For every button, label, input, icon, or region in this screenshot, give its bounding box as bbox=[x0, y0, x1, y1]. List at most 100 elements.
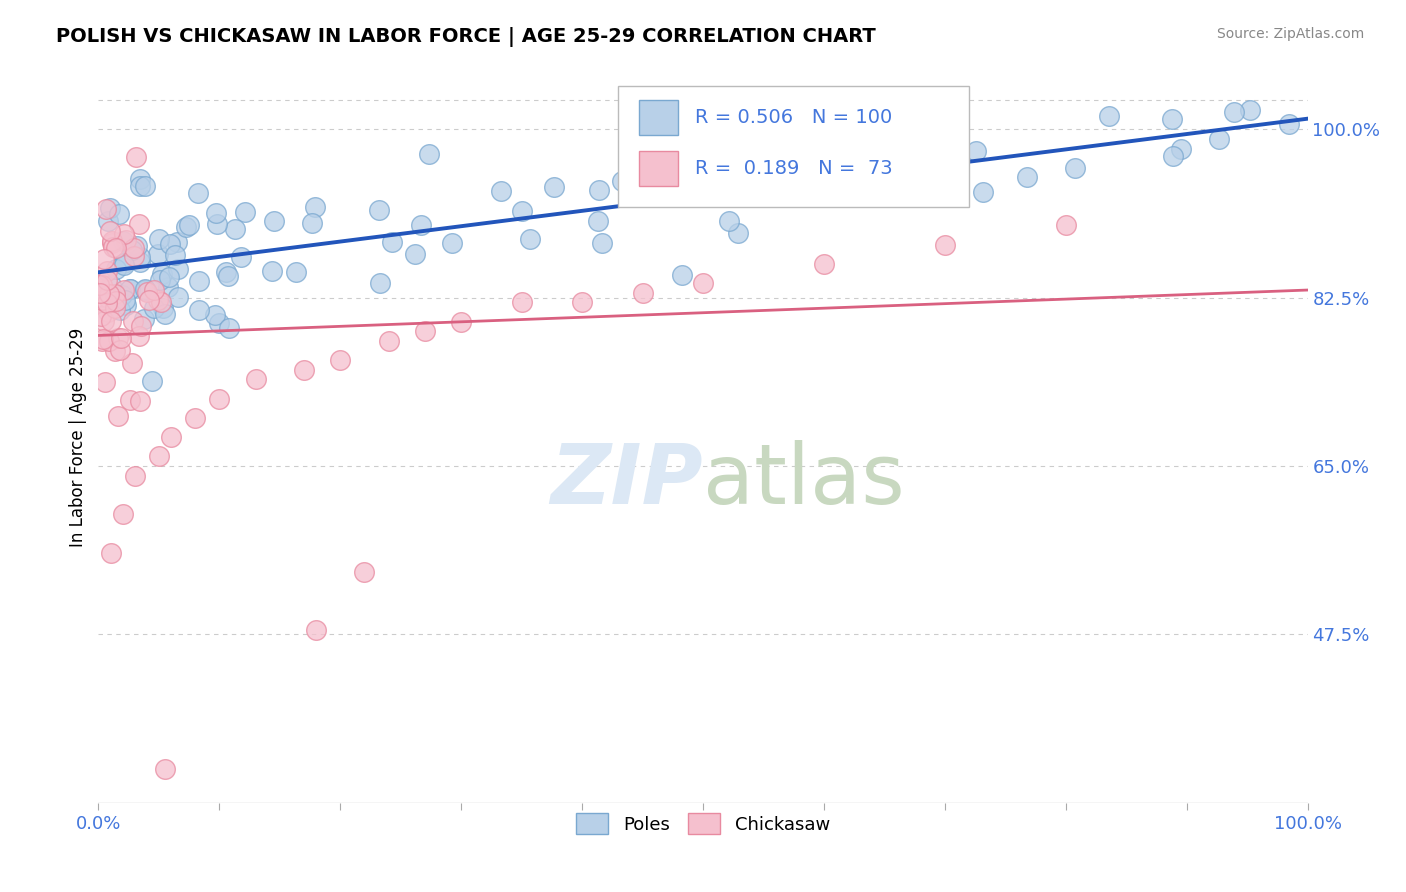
Point bbox=[1208, 132, 1230, 146]
Point bbox=[591, 235, 613, 250]
Point bbox=[111, 288, 134, 302]
Y-axis label: In Labor Force | Age 25-29: In Labor Force | Age 25-29 bbox=[69, 327, 87, 547]
Point bbox=[108, 343, 131, 357]
Point bbox=[100, 236, 122, 251]
Point bbox=[184, 410, 207, 425]
Point bbox=[588, 183, 610, 197]
Point bbox=[121, 356, 143, 370]
Point bbox=[136, 285, 159, 300]
Point bbox=[1054, 219, 1077, 233]
Point bbox=[114, 293, 136, 307]
Point bbox=[134, 178, 156, 193]
Text: R =  0.189   N =  73: R = 0.189 N = 73 bbox=[695, 159, 893, 178]
Point bbox=[128, 328, 150, 343]
Point bbox=[138, 293, 160, 308]
Point bbox=[510, 204, 533, 219]
Point bbox=[233, 205, 256, 219]
Point bbox=[121, 243, 143, 257]
Point bbox=[114, 259, 136, 273]
Text: R = 0.506   N = 100: R = 0.506 N = 100 bbox=[695, 108, 891, 127]
Point bbox=[368, 276, 391, 290]
Point bbox=[134, 312, 156, 326]
Point bbox=[146, 293, 169, 308]
Point bbox=[153, 307, 176, 321]
Point bbox=[160, 430, 183, 444]
Point bbox=[104, 343, 127, 358]
Point bbox=[112, 256, 135, 270]
Point bbox=[112, 234, 135, 248]
Point bbox=[1098, 109, 1121, 123]
Point bbox=[188, 302, 211, 317]
Point bbox=[207, 217, 229, 231]
Point bbox=[108, 303, 131, 318]
Point bbox=[121, 313, 143, 327]
Text: Source: ZipAtlas.com: Source: ZipAtlas.com bbox=[1216, 27, 1364, 41]
Point bbox=[167, 290, 190, 304]
Point bbox=[100, 545, 122, 559]
Point bbox=[208, 392, 231, 406]
Point bbox=[152, 301, 174, 315]
Point bbox=[148, 272, 170, 286]
Point bbox=[543, 179, 565, 194]
Point bbox=[101, 235, 124, 249]
Text: POLISH VS CHICKASAW IN LABOR FORCE | AGE 25-29 CORRELATION CHART: POLISH VS CHICKASAW IN LABOR FORCE | AGE… bbox=[56, 27, 876, 46]
Point bbox=[149, 295, 172, 310]
Point bbox=[108, 206, 131, 220]
Point bbox=[329, 353, 352, 368]
Point bbox=[612, 173, 634, 187]
Point bbox=[146, 247, 169, 261]
Point bbox=[1223, 105, 1246, 120]
Point bbox=[404, 247, 426, 261]
Point bbox=[245, 372, 267, 386]
Point bbox=[89, 278, 111, 293]
Point bbox=[107, 409, 129, 423]
Point bbox=[305, 623, 328, 637]
Point bbox=[100, 201, 122, 215]
Point bbox=[217, 269, 239, 284]
Point bbox=[107, 331, 129, 345]
Point bbox=[586, 213, 609, 227]
Point bbox=[97, 291, 120, 305]
Point bbox=[686, 184, 709, 198]
Point bbox=[148, 232, 170, 246]
Point bbox=[692, 276, 714, 290]
Point bbox=[381, 235, 404, 249]
Point bbox=[229, 250, 252, 264]
Point bbox=[134, 283, 156, 297]
Point bbox=[706, 176, 728, 190]
Point bbox=[1017, 169, 1039, 184]
Point bbox=[204, 206, 226, 220]
Point bbox=[262, 264, 284, 278]
Point bbox=[156, 280, 179, 294]
Point bbox=[1170, 142, 1192, 156]
Point bbox=[418, 146, 440, 161]
Point bbox=[1160, 112, 1182, 126]
Point bbox=[166, 235, 188, 250]
Bar bbox=[638, 100, 678, 135]
Point bbox=[122, 241, 145, 255]
Point bbox=[304, 200, 326, 214]
Point bbox=[89, 286, 111, 301]
Point bbox=[491, 184, 513, 198]
Point bbox=[671, 268, 693, 282]
Point bbox=[1163, 149, 1185, 163]
Point bbox=[713, 189, 735, 203]
Point bbox=[167, 262, 190, 277]
Point bbox=[120, 393, 142, 408]
Point bbox=[91, 293, 114, 307]
Point bbox=[284, 265, 307, 279]
Point bbox=[409, 219, 432, 233]
Bar bbox=[638, 151, 678, 186]
Point bbox=[115, 233, 138, 247]
Point bbox=[301, 216, 323, 230]
Point bbox=[97, 214, 120, 228]
Point bbox=[159, 237, 181, 252]
Point bbox=[143, 283, 166, 297]
Point bbox=[90, 277, 112, 292]
Point bbox=[571, 295, 593, 310]
Point bbox=[104, 286, 127, 301]
Point bbox=[96, 264, 118, 278]
Point bbox=[648, 177, 671, 191]
Point bbox=[153, 762, 176, 776]
Point bbox=[129, 250, 152, 264]
